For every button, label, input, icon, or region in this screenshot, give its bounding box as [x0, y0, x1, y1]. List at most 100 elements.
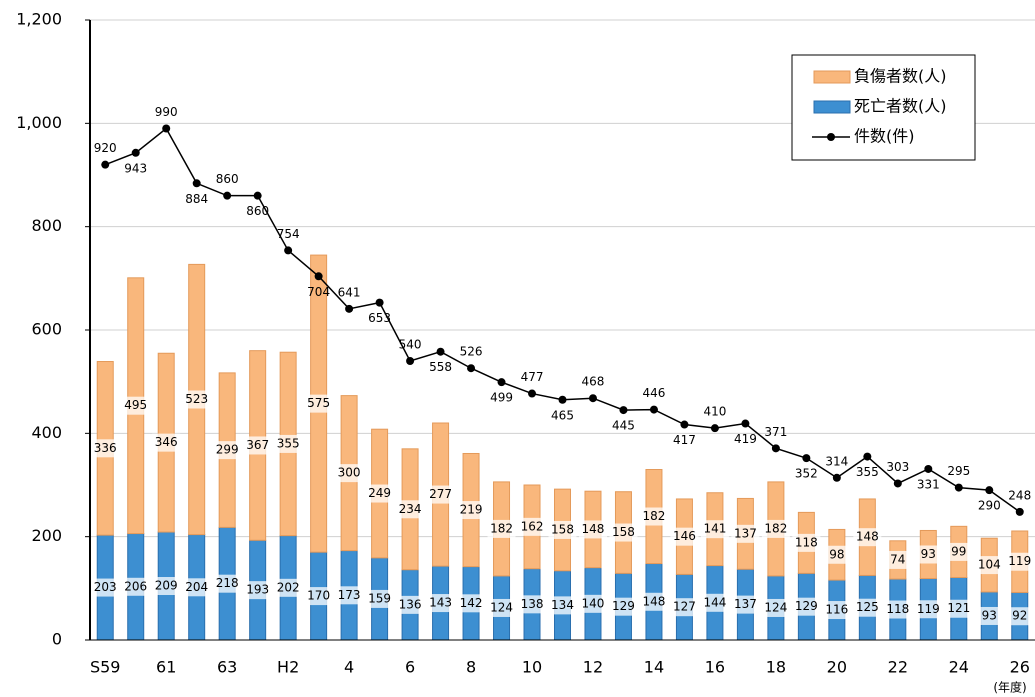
value-label-bg — [91, 439, 120, 458]
value-label: 143 — [429, 596, 452, 610]
line-point — [558, 395, 567, 404]
value-label-bg — [914, 600, 943, 619]
line-value-label: 860 — [216, 172, 239, 186]
value-label: 336 — [94, 441, 117, 455]
value-label-bg — [609, 523, 638, 542]
value-label-bg — [731, 524, 760, 543]
x-tick-label: 24 — [949, 658, 969, 677]
y-tick-label: 200 — [31, 526, 62, 545]
line — [104, 127, 1021, 513]
value-label-bg — [1005, 552, 1034, 571]
value-label: 162 — [521, 519, 544, 533]
line-value-label: 446 — [642, 386, 665, 400]
value-label: 134 — [551, 598, 574, 612]
line-value-label: 653 — [368, 311, 391, 325]
value-label-bg — [670, 527, 699, 546]
value-label-bg — [396, 595, 425, 614]
legend-label: 件数(件) — [854, 127, 915, 146]
y-tick-label: 600 — [31, 320, 62, 339]
value-label-bg — [548, 520, 577, 539]
value-label-bg — [518, 595, 547, 614]
line-value-label: 465 — [551, 408, 574, 422]
line-value-label: 419 — [734, 432, 757, 446]
line-point — [954, 483, 963, 492]
value-label: 277 — [429, 487, 452, 501]
line-value-label: 331 — [917, 477, 940, 491]
value-label-bg — [853, 528, 882, 547]
line-value-label: 248 — [1008, 488, 1031, 502]
value-label-bg — [365, 484, 394, 503]
value-label: 124 — [764, 600, 787, 614]
value-label: 116 — [825, 603, 848, 617]
value-label: 148 — [582, 522, 605, 536]
value-label-bg — [700, 593, 729, 612]
value-label: 173 — [338, 588, 361, 602]
line-point — [345, 304, 354, 313]
value-label: 193 — [246, 583, 269, 597]
line-point — [253, 191, 262, 200]
line-value-label: 417 — [673, 433, 696, 447]
value-label: 219 — [460, 503, 483, 517]
value-label-bg — [518, 517, 547, 536]
x-tick-label: 61 — [156, 658, 176, 677]
value-label: 202 — [277, 580, 300, 594]
value-label: 92 — [1012, 609, 1027, 623]
line-point — [284, 246, 293, 255]
line-value-label: 884 — [185, 192, 208, 206]
line-point — [802, 454, 811, 463]
legend-label: 負傷者数(人) — [854, 67, 947, 86]
value-label: 300 — [338, 466, 361, 480]
line-point — [528, 389, 537, 398]
line-point — [680, 420, 689, 429]
value-label: 125 — [856, 600, 879, 614]
value-label: 209 — [155, 579, 178, 593]
line-point — [131, 148, 140, 157]
value-label: 121 — [947, 601, 970, 615]
value-label: 203 — [94, 580, 117, 594]
line-value-label: 371 — [764, 425, 787, 439]
line-point — [1015, 507, 1024, 516]
line-value-label: 477 — [521, 370, 544, 384]
value-label: 495 — [124, 398, 147, 412]
value-label-bg — [396, 500, 425, 519]
value-label: 170 — [307, 589, 330, 603]
line-value-label: 499 — [490, 391, 513, 405]
line-value-label: 290 — [978, 499, 1001, 513]
value-label: 148 — [642, 594, 665, 608]
x-tick-label: 12 — [583, 658, 603, 677]
value-label: 148 — [856, 530, 879, 544]
value-label: 218 — [216, 576, 239, 590]
value-label: 146 — [673, 529, 696, 543]
value-label-bg — [426, 594, 455, 613]
value-label: 119 — [1008, 554, 1031, 568]
value-label-bg — [152, 577, 181, 596]
y-tick-label: 400 — [31, 423, 62, 442]
x-tick-label: 6 — [405, 658, 415, 677]
line-point — [619, 406, 628, 415]
value-label-bg — [700, 520, 729, 539]
x-tick-label: S59 — [90, 658, 121, 677]
line-point — [649, 405, 658, 414]
line-point — [436, 347, 445, 356]
value-label-bg — [639, 507, 668, 526]
value-label: 118 — [886, 602, 909, 616]
value-label: 136 — [399, 597, 422, 611]
value-label-bg — [91, 578, 120, 597]
line-value-label: 920 — [94, 141, 117, 155]
line-point — [406, 357, 415, 365]
line-point — [162, 124, 171, 133]
legend-swatch — [813, 100, 851, 114]
value-label-bg — [761, 598, 790, 617]
value-label: 234 — [399, 502, 422, 516]
x-tick-label: H2 — [277, 658, 299, 677]
x-tick-label: 8 — [466, 658, 476, 677]
line-point — [924, 464, 933, 473]
line-value-label: 558 — [429, 360, 452, 374]
labels: 203 206 209 204 218 193 202 170 173 159 136 143 142 1… — [91, 390, 1034, 626]
value-label-bg — [152, 433, 181, 452]
value-label: 93 — [982, 608, 997, 622]
value-label-bg — [1005, 607, 1034, 626]
value-label-bg — [365, 589, 394, 608]
